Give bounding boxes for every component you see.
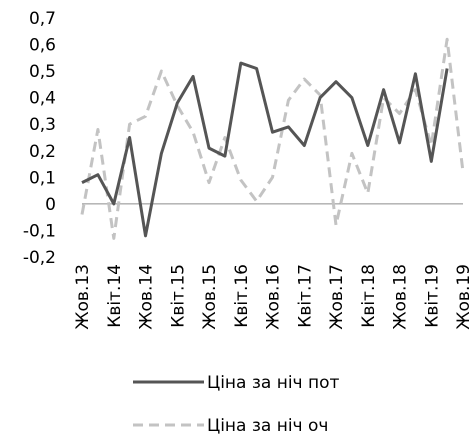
x-tick-label: Квіт.14 — [105, 264, 125, 328]
y-tick-label: 0,2 — [29, 142, 56, 162]
x-tick-label: Жов.14 — [137, 264, 157, 330]
y-axis-ticks: -0,2 -0,1 0 0,1 0,2 0,3 0,4 0,5 0,6 0,7 — [23, 9, 56, 268]
y-tick-label: 0,4 — [29, 89, 56, 109]
y-tick-label: -0,2 — [23, 248, 56, 268]
y-tick-label: 0,7 — [29, 9, 56, 29]
legend-item-series-1: Ціна за ніч пот — [133, 373, 340, 393]
legend-label-series-1: Ціна за ніч пот — [207, 373, 340, 393]
x-tick-label: Жов.18 — [391, 264, 411, 330]
series-line-2 — [80, 37, 465, 240]
y-tick-label: 0,5 — [29, 62, 56, 82]
legend-item-series-2: Ціна за ніч оч — [133, 416, 328, 434]
x-axis-ticks: Жов.13 Квіт.14 Жов.14 Квіт.15 Жов.15 Квіт.16 Ж… — [73, 264, 471, 330]
series-line-1 — [81, 61, 449, 238]
x-tick-label: Жов.16 — [264, 264, 284, 330]
x-tick-label: Жов.19 — [454, 264, 471, 330]
x-tick-label: Квіт.17 — [295, 264, 315, 328]
x-tick-label: Жов.17 — [327, 264, 347, 330]
x-tick-label: Жов.15 — [200, 264, 220, 330]
x-tick-label: Квіт.18 — [359, 264, 379, 328]
y-tick-label: -0,1 — [23, 221, 56, 241]
y-tick-label: 0,1 — [29, 168, 56, 188]
x-tick-label: Квіт.16 — [232, 264, 252, 328]
x-tick-label: Квіт.15 — [168, 264, 188, 328]
y-tick-label: 0 — [45, 195, 56, 215]
series-lines — [80, 37, 465, 240]
y-tick-label: 0,3 — [29, 115, 56, 135]
y-tick-label: 0,6 — [29, 36, 56, 56]
x-tick-label: Квіт.19 — [422, 264, 442, 328]
x-tick-label: Жов.13 — [73, 264, 93, 330]
legend: Ціна за ніч пот Ціна за ніч оч — [133, 373, 340, 434]
legend-label-series-2: Ціна за ніч оч — [207, 416, 328, 434]
